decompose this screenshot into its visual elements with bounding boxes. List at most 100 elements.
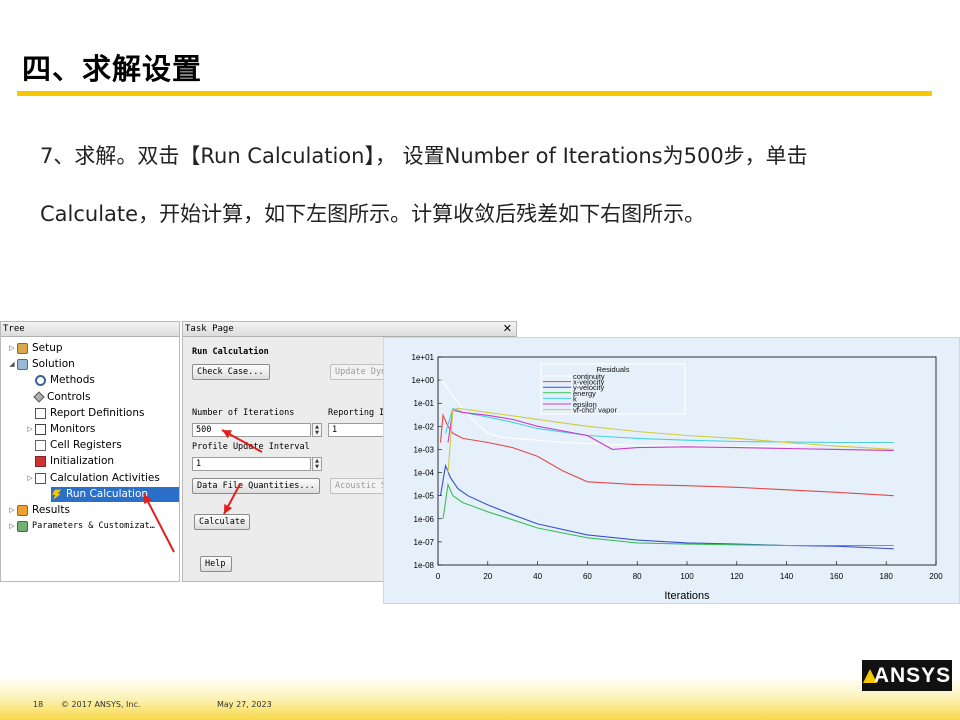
y-tick-label: 1e-08: [414, 561, 435, 570]
residuals-plot: 1e-08 1e-07 1e-06 1e-05 1e-04 1e-03 1e-02 1e-01…: [383, 337, 960, 604]
x-tick-label: 0: [436, 572, 441, 581]
expand-chevron-icon[interactable]: ◢: [9, 360, 15, 369]
tree-item-label: Parameters & Customizat…: [32, 521, 155, 532]
expand-chevron-icon[interactable]: ▷: [9, 522, 15, 531]
instruction-line-2: Calculate，开始计算，如下左图所示。计算收敛后残差如下右图所示。: [40, 202, 706, 226]
help-button[interactable]: Help: [200, 556, 232, 572]
tree-item-label: Controls: [47, 390, 91, 403]
setup-icon: [17, 343, 28, 354]
slide-title: 四、求解设置: [22, 52, 203, 86]
legend-entry: energy: [573, 389, 596, 398]
x-tick-label: 40: [533, 572, 542, 581]
page-number: 18: [33, 700, 44, 709]
calculation-activities-icon: [35, 472, 46, 484]
legend-entry: y-velocity: [573, 383, 605, 392]
tree-item-initialization[interactable]: Initialization: [25, 454, 114, 469]
run-calculation-title: Run Calculation: [192, 347, 269, 357]
profile-update-spinner[interactable]: ▲ ▼: [312, 457, 322, 471]
legend-entry: k: [573, 394, 577, 403]
tree-item-parameters-customizat[interactable]: ▷ Parameters & Customizat…: [7, 519, 155, 534]
outline-tree-panel: Tree ▷ Setup ◢ Solution Methods Controls Repor…: [0, 321, 180, 582]
report-definitions-icon: [35, 407, 46, 419]
x-tick-label: 200: [929, 572, 943, 581]
legend-entry: x-velocity: [573, 378, 605, 387]
reporting-interval-input[interactable]: 1: [328, 423, 388, 437]
close-icon[interactable]: ✕: [502, 322, 512, 335]
arrow-to-calculate-button: [223, 483, 241, 515]
tree-item-label: Calculation Activities: [50, 471, 160, 484]
legend-entry: vf-chcl' vapor: [573, 406, 617, 415]
x-tick-label: 80: [633, 572, 642, 581]
check-case-button[interactable]: Check Case...: [192, 364, 270, 380]
tree-item-label: Run Calculation: [66, 487, 149, 500]
task-page-header: Task Page: [183, 322, 516, 337]
tree-item-label: Initialization: [50, 455, 115, 468]
ansys-logo: ANSYS: [862, 660, 952, 691]
tree-item-report-definitions[interactable]: Report Definitions: [25, 406, 144, 421]
tree-item-label: Solution: [32, 358, 75, 371]
parameters-icon: [17, 521, 28, 533]
results-icon: [17, 505, 28, 516]
y-tick-label: 1e-06: [414, 515, 435, 524]
tree-item-label: Setup: [32, 342, 63, 354]
series-line-vf-chcl-vapor: [447, 407, 894, 473]
ansys-logo-text: ANSYS: [873, 664, 952, 687]
x-tick-label: 140: [780, 572, 794, 581]
tree-item-label: Report Definitions: [50, 406, 145, 419]
y-tick-label: 1e-04: [414, 469, 435, 478]
x-tick-label: 160: [830, 572, 844, 581]
tree-header: Tree: [1, 322, 179, 337]
legend-box: [540, 363, 686, 415]
calculate-button[interactable]: Calculate: [194, 514, 250, 530]
expand-chevron-icon[interactable]: ▷: [27, 425, 33, 433]
tree-item-controls[interactable]: Controls: [25, 390, 90, 405]
tree-item-label: Cell Registers: [50, 439, 122, 452]
data-file-quantities-button[interactable]: Data File Quantities...: [192, 478, 320, 494]
tree-item-setup[interactable]: ▷ Setup: [7, 341, 63, 356]
y-tick-label: 1e-01: [414, 399, 435, 408]
monitors-icon: [35, 424, 46, 435]
solution-icon: [17, 359, 28, 371]
initialization-icon: [35, 456, 46, 468]
methods-icon: [35, 375, 46, 387]
iterations-spinner[interactable]: ▲ ▼: [312, 423, 322, 437]
copyright: © 2017 ANSYS, Inc.: [61, 700, 141, 709]
expand-chevron-icon[interactable]: ▷: [9, 344, 15, 352]
tree-item-monitors[interactable]: ▷ Monitors: [25, 422, 95, 437]
tree-item-results[interactable]: ▷ Results: [7, 503, 70, 518]
x-axis-title: Iterations: [664, 590, 710, 602]
series-line-epsilon: [447, 409, 894, 452]
acoustic-signals-button[interactable]: Acoustic S: [330, 478, 390, 494]
y-tick-label: 1e+00: [412, 376, 435, 385]
cell-registers-icon: [35, 440, 46, 452]
tree-item-calculation-activities[interactable]: ▷ Calculation Activities: [25, 471, 160, 486]
y-tick-label: 1e-05: [414, 492, 435, 501]
tree-item-cell-registers[interactable]: Cell Registers: [25, 438, 122, 453]
profile-update-input[interactable]: 1: [192, 457, 311, 471]
legend-entry: epsilon: [573, 400, 597, 409]
x-tick-label: 60: [583, 572, 592, 581]
x-tick-label: 100: [680, 572, 694, 581]
legend-entry: continuity: [573, 372, 605, 381]
y-tick-label: 1e-07: [414, 538, 435, 547]
tree-item-label: Results: [32, 504, 70, 516]
tree-item-methods[interactable]: Methods: [25, 373, 95, 388]
iterations-input[interactable]: 500: [192, 423, 311, 437]
x-tick-label: 120: [730, 572, 744, 581]
arrow-to-iterations-input: [221, 429, 263, 453]
tree-item-solution[interactable]: ◢ Solution: [7, 357, 75, 372]
instruction-line-1: 7、求解。双击【Run Calculation】， 设置Number of It…: [40, 144, 808, 168]
legend-title: Residuals: [597, 365, 630, 374]
x-tick-label: 180: [880, 572, 894, 581]
y-tick-label: 1e-03: [414, 445, 435, 454]
x-tick-label: 20: [483, 572, 492, 581]
y-tick-label: 1e+01: [412, 353, 435, 362]
expand-chevron-icon[interactable]: ▷: [27, 473, 33, 482]
series-line-energy: [442, 482, 894, 547]
ansys-logo-wedge: [862, 669, 877, 684]
expand-chevron-icon[interactable]: ▷: [9, 506, 15, 514]
footer-date: May 27, 2023: [217, 700, 272, 709]
y-tick-label: 1e-02: [414, 422, 435, 431]
tree-item-label: Monitors: [50, 423, 96, 435]
